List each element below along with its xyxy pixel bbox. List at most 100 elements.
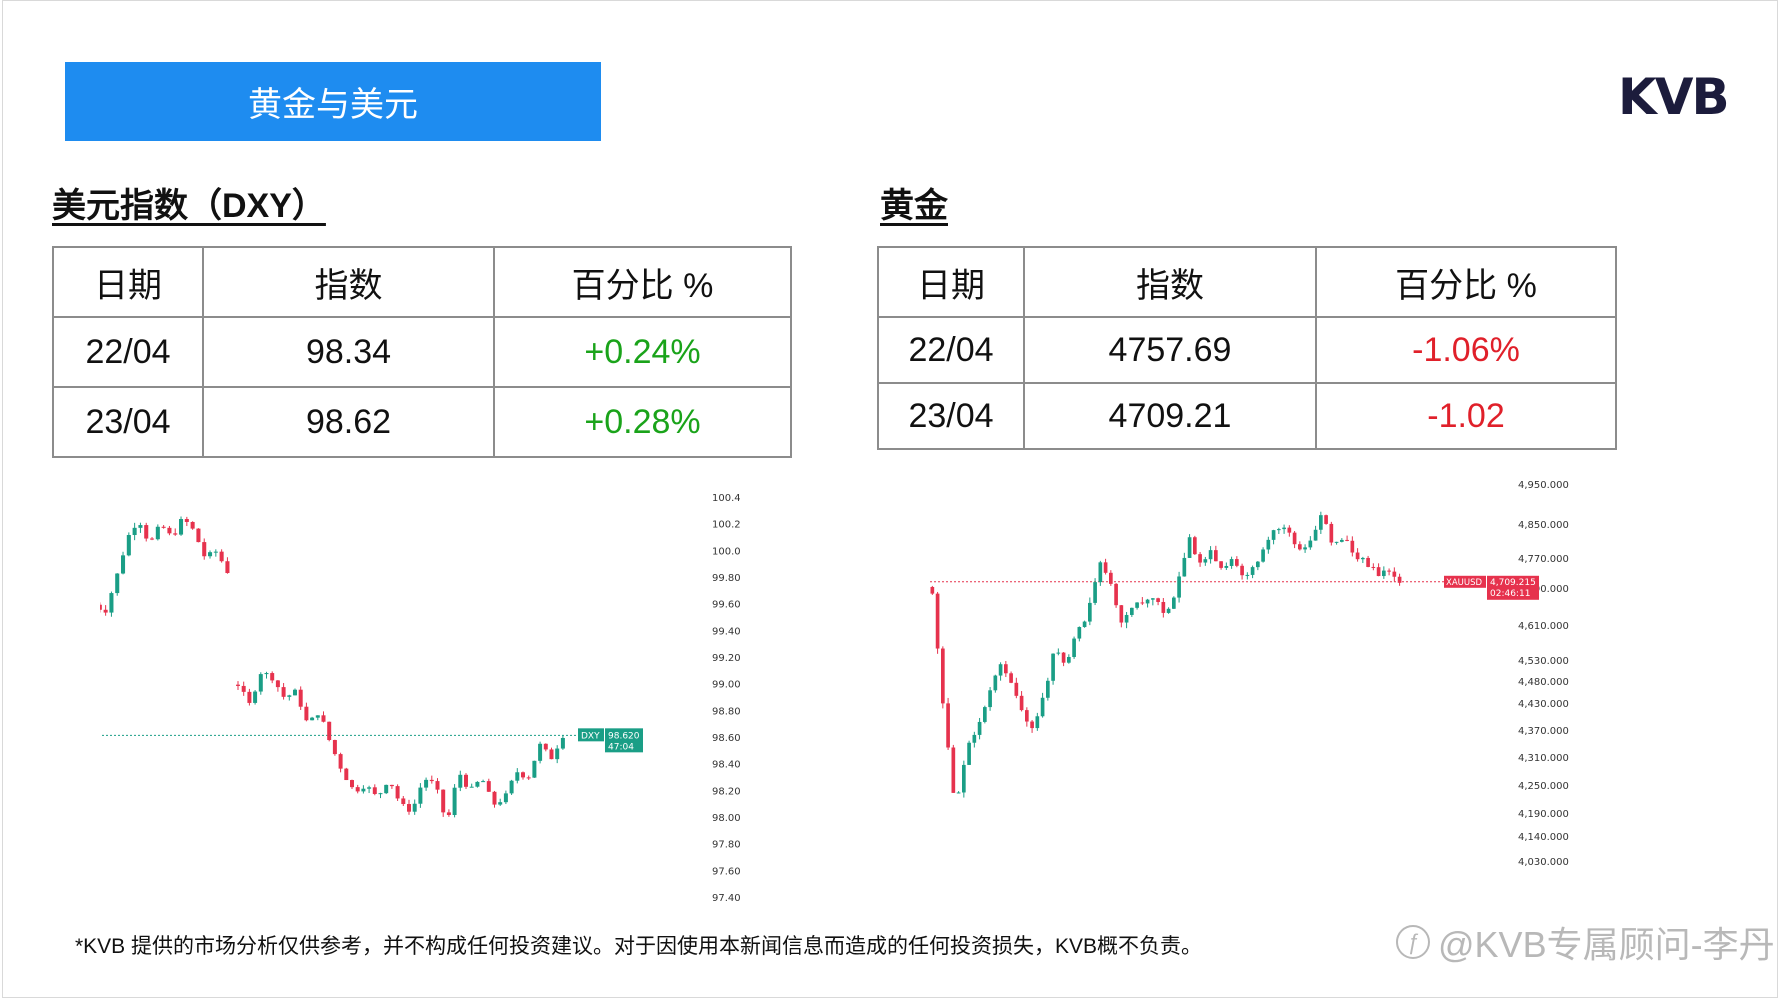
candle-body [1303,547,1307,550]
candle-body [310,717,315,721]
candle-body [1203,559,1208,563]
candle-body [1093,582,1097,603]
candle-body [1355,552,1360,560]
candle-body [469,786,474,788]
y-tick-label: 4,530.000 [1518,656,1569,667]
symbol-tag [578,728,604,742]
y-tick-label: 4,690.000 [1518,584,1569,595]
gold-row-value: 4709.21 [1023,382,1317,450]
price-label: 98.620 [608,731,640,741]
y-tick-label: 99.200 [712,653,740,664]
candle-body [1072,638,1076,657]
candle-body [384,784,389,794]
candle-body [1229,559,1234,566]
candle-body [247,691,252,703]
candle-body [1329,523,1334,543]
candle-body [1245,574,1250,576]
gold-header-value: 指数 [1023,246,1317,318]
y-tick-label: 99.400 [712,626,740,637]
y-tick-label: 97.400 [712,893,740,904]
candle-body [132,527,137,536]
candle-body [1345,539,1349,541]
candle-body [1014,682,1019,696]
candle-body [1250,567,1255,575]
candle-body [1198,554,1202,563]
y-tick-label: 98.400 [712,760,740,771]
candle-body [1098,562,1103,583]
candle-body [930,586,935,594]
candle-body [1298,544,1302,550]
candle-body [1166,608,1171,613]
candle-body [1019,695,1024,711]
candle-body [972,734,977,743]
candle-body [115,573,120,594]
candle-body [1350,540,1355,553]
candle-body [1256,561,1260,568]
gold-row-date: 23/04 [877,382,1025,450]
candle-body [1114,583,1118,606]
candle-body [486,781,491,792]
candle-body [498,802,503,805]
y-tick-label: 99.800 [712,573,740,584]
symbol-label: XAUUSD [1446,578,1482,588]
y-tick-label: 4,190.000 [1518,809,1569,820]
gold-header-date: 日期 [877,246,1025,318]
candle-body [962,764,966,793]
candle-body [219,551,224,562]
candle-body [327,721,332,741]
gold-row-pct: -1.06% [1315,316,1617,384]
candle-body [293,689,297,696]
gold-row-date: 22/04 [877,316,1025,384]
candle-body [1130,607,1134,615]
candle-body [389,784,394,787]
candle-body [988,690,992,708]
y-tick-label: 100.200 [712,520,740,531]
candle-body [1287,527,1292,533]
candle-body [993,675,998,691]
y-tick-label: 98.200 [712,786,740,797]
candle-body [1235,559,1239,566]
candle-body [355,787,360,792]
candle-body [549,749,554,760]
candle-body [287,695,292,697]
dxy-header-pct: 百分比 % [493,246,792,318]
candle-body [1271,530,1276,540]
candle-body [1319,515,1323,530]
candle-body [1366,557,1370,567]
candle-body [1334,541,1339,543]
y-tick-label: 4,430.000 [1518,699,1569,710]
candle-body [1240,565,1244,576]
watermark: ƒ @KVB专属顾问-李丹 [1396,916,1775,968]
y-tick-label: 97.600 [712,866,740,877]
symbol-label: DXY [581,731,600,741]
candle-body [946,703,950,748]
dxy-chart: 100.400 100.200 100.000 99.800 99.600 99.400 9… [100,480,740,920]
candle-body [1004,664,1008,674]
candle-body [121,555,126,574]
candle-body [332,740,337,755]
y-tick-label: 100.000 [712,546,740,557]
candle-body [144,525,149,539]
candle-body [1040,697,1045,717]
y-tick-label: 98.800 [712,706,740,717]
candle-body [253,691,258,703]
candle-body [555,748,560,760]
candle-body [1313,529,1318,541]
dxy-section-title: 美元指数（DXY） [52,187,326,225]
candle-body [103,609,108,613]
candle-body [441,789,446,813]
candle-body [452,787,457,816]
candle-body [1292,532,1297,545]
candle-body [361,788,366,792]
gold-chart-svg: 4,950.000 4,850.000 4,770.000 4,690.000 4,61… [930,480,1569,868]
candle-body [190,521,195,529]
y-tick-label: 97.800 [712,840,740,851]
candle-body [1261,549,1265,562]
candle-body [1177,576,1181,598]
y-tick-label: 4,250.000 [1518,781,1569,792]
candle-body [1397,576,1402,583]
candle-body [1145,599,1150,604]
candle-body [1103,562,1108,573]
candle-body [1340,539,1344,542]
